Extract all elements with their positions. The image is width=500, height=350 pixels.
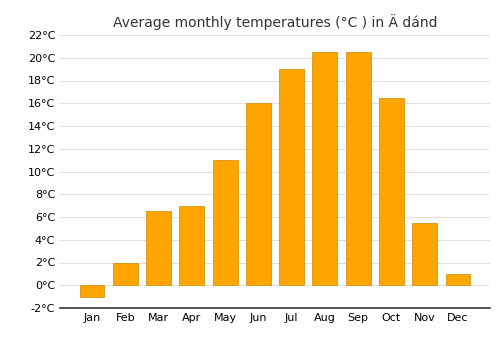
- Bar: [180, 206, 204, 285]
- Bar: [312, 52, 338, 285]
- Bar: [446, 274, 470, 285]
- Bar: [346, 52, 370, 285]
- Bar: [80, 285, 104, 297]
- Bar: [113, 262, 138, 285]
- Bar: [212, 160, 238, 285]
- Bar: [246, 103, 271, 285]
- Bar: [412, 223, 437, 285]
- Bar: [279, 69, 304, 285]
- Bar: [379, 98, 404, 285]
- Title: Average monthly temperatures (°C ) in Ä dánd: Average monthly temperatures (°C ) in Ä …: [113, 14, 437, 30]
- Bar: [146, 211, 171, 285]
